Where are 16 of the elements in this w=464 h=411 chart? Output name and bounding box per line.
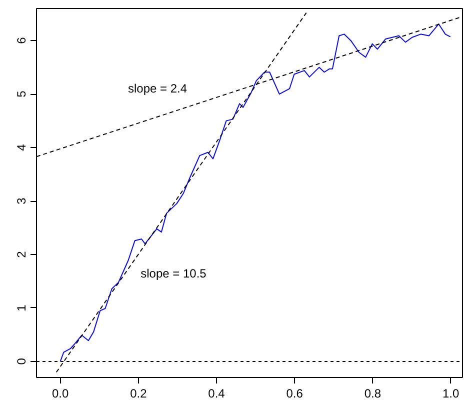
- x-tick-label: 0.0: [52, 386, 69, 400]
- annotation: slope = 2.4: [128, 82, 188, 96]
- x-tick-label: 0.6: [286, 386, 304, 400]
- y-tick-label: 0: [14, 358, 28, 365]
- annotation: slope = 10.5: [140, 266, 207, 280]
- y-tick-label: 3: [14, 197, 28, 204]
- y-tick-label: 2: [14, 250, 28, 258]
- x-tick-label: 0.4: [208, 386, 226, 400]
- x-tick-label: 0.2: [130, 386, 148, 400]
- y-tick-label: 5: [14, 90, 28, 98]
- x-tick-label: 1.0: [442, 386, 460, 400]
- line-series: [60, 24, 451, 362]
- x-tick-label: 0.8: [364, 386, 382, 400]
- y-tick-label: 6: [14, 36, 28, 44]
- y-tick-label: 4: [14, 144, 28, 151]
- y-tick-label: 1: [14, 304, 28, 312]
